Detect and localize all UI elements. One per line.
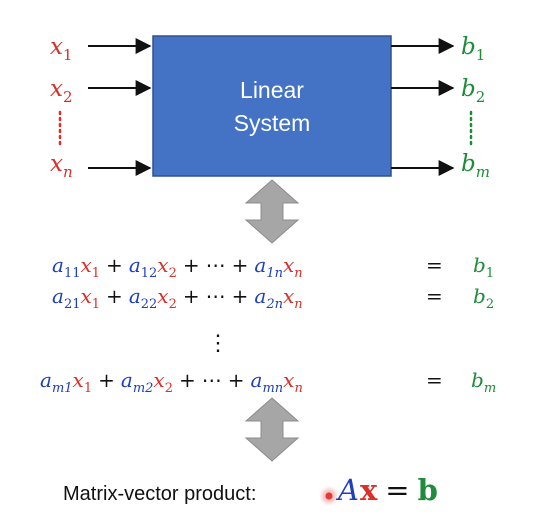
matrix-vector-label: Matrix-vector product:	[63, 483, 256, 505]
equation-row-m: am1x1 + am2x2 + ⋯ + amnxn = bm	[40, 368, 496, 396]
svg-text:b2: b2	[473, 284, 494, 312]
svg-text:=: =	[426, 284, 443, 308]
matrix-vector-equation: Ax = b	[335, 473, 438, 507]
equation-row-1: a11x1 + a12x2 + ⋯ + a1nxn = b1	[52, 253, 494, 281]
linear-system-label-line2: System	[234, 110, 311, 136]
svg-text:=: =	[426, 368, 443, 392]
double-arrow-bottom	[244, 397, 300, 462]
output-label-b1: b1	[461, 34, 485, 64]
input-label-x2: x2	[50, 76, 73, 106]
input-label-x1: x1	[50, 34, 73, 64]
svg-text:b1: b1	[473, 253, 494, 281]
equation-vdots: ⋮	[207, 331, 229, 356]
svg-text:=: =	[426, 253, 443, 277]
output-label-b2: b2	[461, 76, 485, 106]
svg-text:am1x1+am2x2+⋯+amnxn: am1x1 + am2x2 + ⋯ + amnxn	[40, 368, 303, 396]
input-label-xn: xn	[50, 151, 73, 181]
double-arrow-top	[244, 179, 300, 244]
pointer-dot	[325, 492, 333, 500]
equation-row-2: a21x1 + a22x2 + ⋯ + a2nxn = b2	[52, 284, 494, 312]
svg-text:a11x1+a12x2+⋯+a1nxn: a11x1 + a12x2 + ⋯ + a1nxn	[52, 253, 303, 281]
output-label-bm: bm	[461, 151, 490, 181]
linear-system-box	[152, 35, 392, 177]
svg-text:a21x1+a22x2+⋯+a2nxn: a21x1 + a22x2 + ⋯ + a2nxn	[52, 284, 303, 312]
linear-system-label-line1: Linear	[240, 77, 304, 103]
svg-text:bm: bm	[471, 368, 496, 396]
